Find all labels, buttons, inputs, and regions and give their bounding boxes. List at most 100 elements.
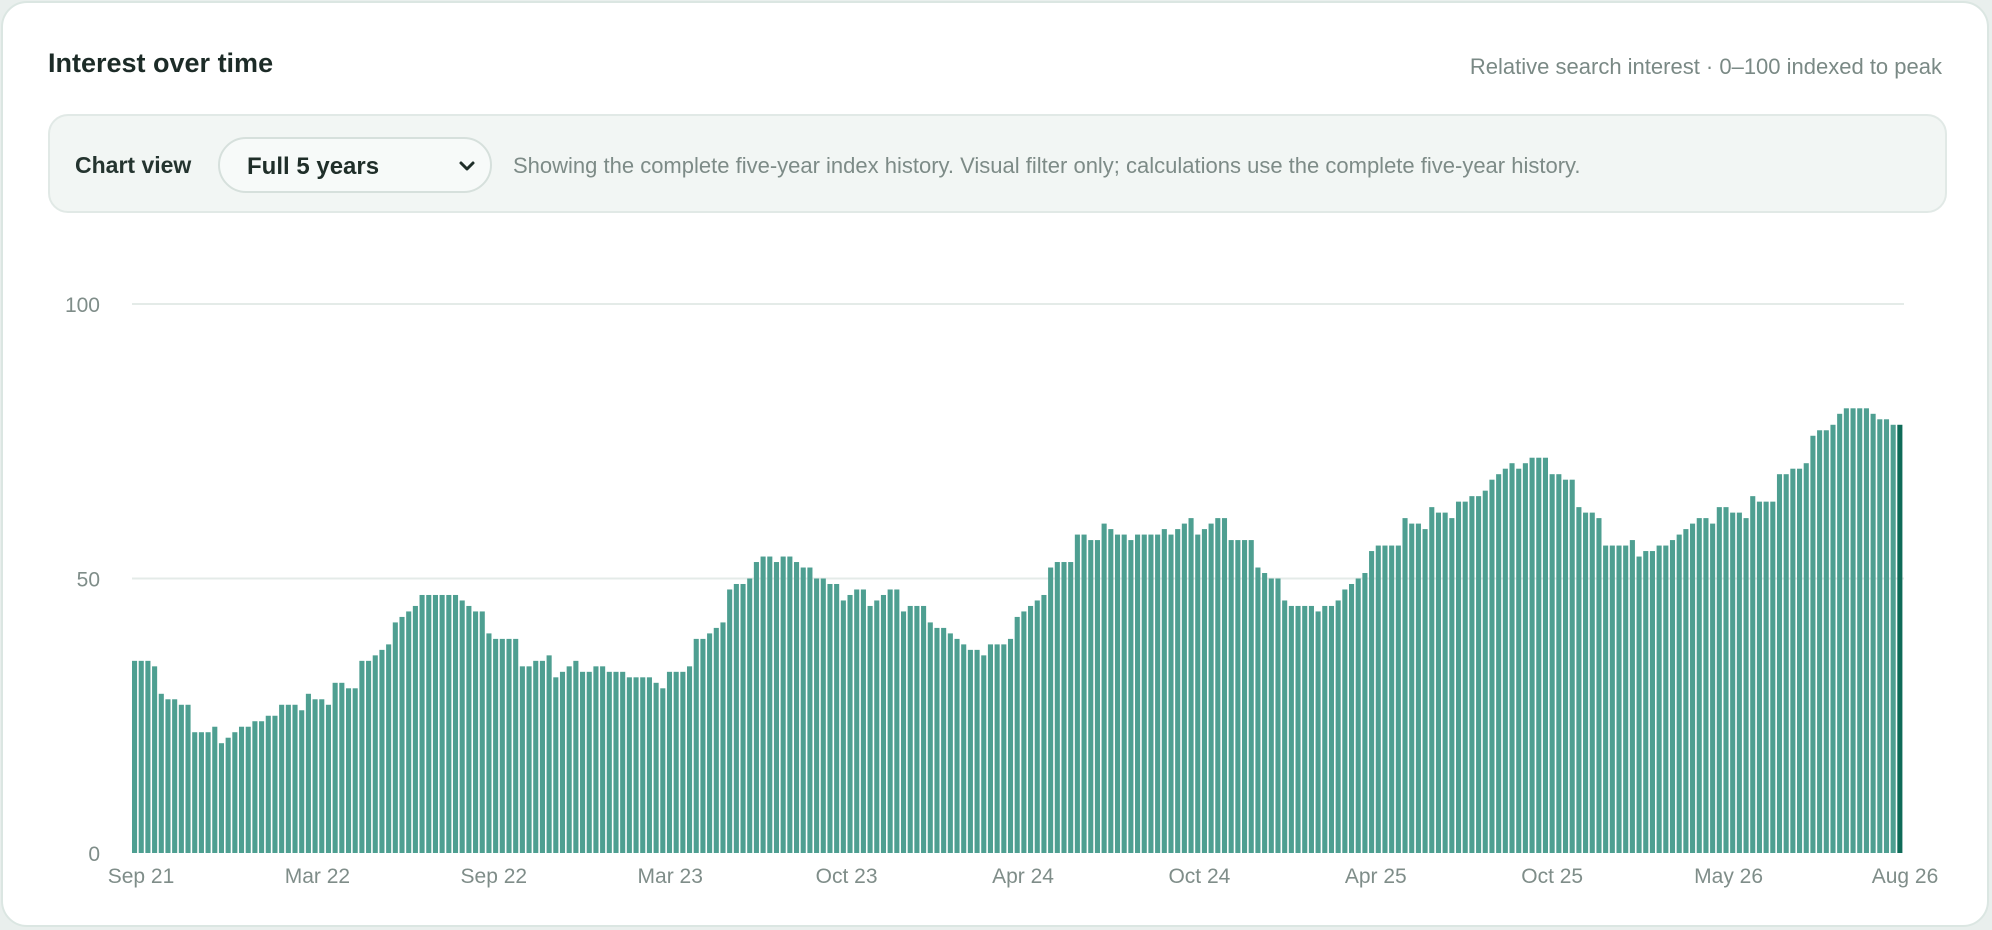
- bar: [1623, 545, 1629, 853]
- bar: [225, 737, 231, 853]
- bar: [519, 666, 525, 853]
- bar: [1469, 496, 1475, 853]
- bar: [506, 638, 512, 853]
- bar: [700, 638, 706, 853]
- bar: [158, 693, 164, 853]
- bar: [1168, 534, 1174, 853]
- bar: [1101, 523, 1107, 853]
- bar: [1897, 424, 1903, 853]
- bar: [994, 644, 1000, 853]
- bar: [452, 594, 459, 853]
- bar: [1850, 408, 1856, 853]
- x-tick-label: Mar 22: [285, 865, 350, 888]
- bar: [1342, 589, 1348, 853]
- bar: [854, 589, 860, 853]
- y-tick-label: 100: [65, 294, 100, 317]
- bar: [466, 605, 472, 853]
- bar: [372, 655, 378, 853]
- bar: [1683, 529, 1689, 853]
- bar: [1830, 424, 1836, 853]
- bar: [586, 671, 592, 853]
- bar: [580, 671, 586, 853]
- bar: [399, 616, 405, 853]
- bar: [1395, 545, 1401, 853]
- bar: [392, 622, 398, 853]
- bar: [553, 677, 559, 853]
- bar: [633, 677, 639, 853]
- bar: [773, 562, 780, 853]
- bar: [533, 660, 539, 853]
- bar: [680, 671, 686, 853]
- bar: [1242, 540, 1248, 853]
- bar: [1643, 551, 1649, 853]
- bar: [1315, 611, 1321, 853]
- bar: [1676, 534, 1682, 853]
- bar: [493, 638, 499, 853]
- bar: [1863, 408, 1869, 853]
- bar: [345, 688, 352, 853]
- bar: [212, 726, 218, 853]
- bar: [145, 660, 151, 853]
- bar: [1322, 605, 1328, 853]
- bar: [152, 666, 158, 853]
- chart-view-select-value: Full 5 years: [247, 153, 380, 180]
- bar: [245, 726, 251, 853]
- bar: [1496, 474, 1502, 853]
- bar: [867, 605, 873, 853]
- bar: [1074, 534, 1080, 853]
- bar: [1435, 512, 1442, 853]
- bar: [1696, 518, 1702, 853]
- bar: [1034, 600, 1040, 853]
- bar: [1649, 551, 1655, 853]
- bar: [1890, 424, 1896, 853]
- bar: [941, 627, 947, 853]
- bar: [1295, 605, 1301, 853]
- bar: [1669, 540, 1676, 853]
- chart-view-control-bar: Chart view Full 5 years Showing the comp…: [48, 114, 1947, 213]
- bar: [747, 578, 753, 853]
- bar: [640, 677, 646, 853]
- chart-view-select[interactable]: Full 5 years: [218, 137, 492, 193]
- bar: [860, 589, 866, 853]
- bar: [1596, 518, 1602, 853]
- bar: [1743, 518, 1749, 853]
- bar: [740, 583, 746, 853]
- bar: [292, 704, 298, 853]
- bar: [727, 589, 733, 853]
- bar: [800, 567, 806, 853]
- bar: [285, 704, 291, 853]
- bar: [1382, 545, 1388, 853]
- bar: [954, 638, 960, 853]
- bar: [1369, 551, 1375, 853]
- bar: [753, 562, 759, 853]
- bar: [1810, 435, 1816, 853]
- bar: [1068, 562, 1074, 853]
- bar: [1549, 474, 1555, 853]
- bar: [1375, 545, 1381, 853]
- bar: [1750, 496, 1756, 853]
- x-tick-label: Oct 25: [1521, 865, 1583, 888]
- bar: [900, 611, 907, 853]
- bar: [1462, 501, 1468, 853]
- bar: [1402, 518, 1408, 853]
- bar: [1857, 408, 1863, 853]
- bar: [987, 644, 993, 853]
- bar: [312, 699, 318, 853]
- bar: [1797, 468, 1803, 853]
- bar: [325, 704, 332, 853]
- bar: [1422, 529, 1428, 853]
- bar: [526, 666, 532, 853]
- bar: [1362, 573, 1368, 853]
- bar: [406, 611, 412, 853]
- bar: [1255, 567, 1261, 853]
- bar: [1562, 479, 1569, 853]
- bar: [1509, 463, 1515, 853]
- bar: [1208, 523, 1214, 853]
- bar: [720, 622, 726, 853]
- bar: [914, 605, 920, 853]
- bar: [319, 699, 325, 853]
- bar: [921, 605, 927, 853]
- bar: [1188, 518, 1194, 853]
- bar: [1716, 507, 1722, 853]
